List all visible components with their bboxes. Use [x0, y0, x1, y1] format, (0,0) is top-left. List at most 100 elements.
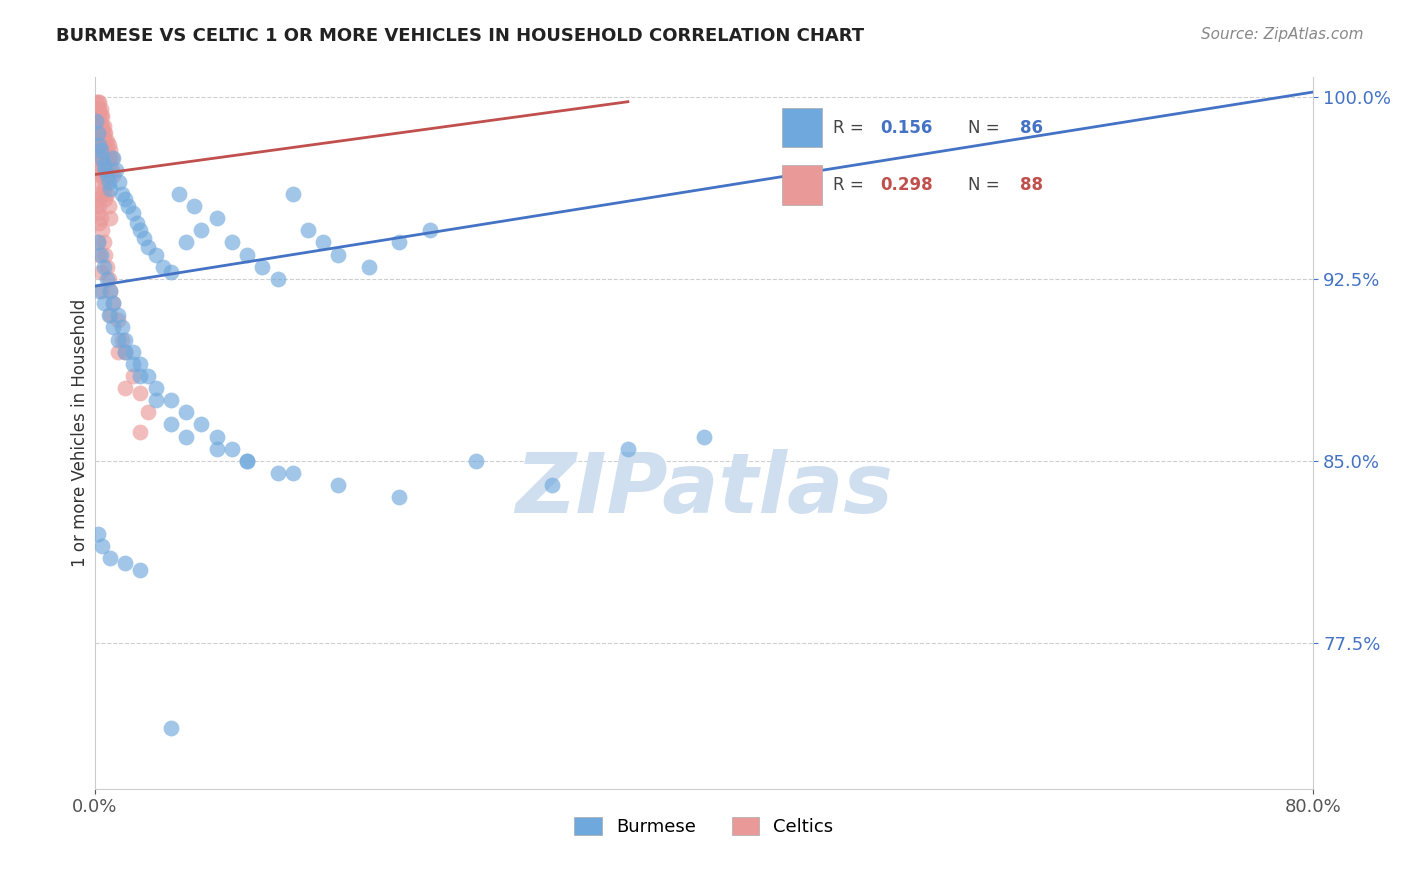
Point [87, 143, 110, 157]
Point [117, 199, 139, 213]
Point [101, 296, 124, 310]
Point [89, 119, 111, 133]
Point [98, 211, 121, 226]
Point [90, 109, 112, 123]
Point [236, 247, 259, 261]
Point [388, 491, 411, 505]
Point [94, 162, 117, 177]
Point [174, 235, 197, 250]
Point [297, 223, 319, 237]
Point [114, 556, 136, 570]
Point [87, 119, 110, 133]
Point [91, 284, 114, 298]
Point [236, 454, 259, 468]
Point [98, 284, 121, 298]
Point [96, 168, 118, 182]
Point [328, 478, 350, 492]
Point [464, 454, 486, 468]
Point [86, 186, 108, 201]
Point [266, 466, 288, 480]
Point [89, 216, 111, 230]
Point [89, 102, 111, 116]
Point [160, 264, 183, 278]
Point [97, 308, 120, 322]
Point [111, 186, 134, 201]
Point [328, 247, 350, 261]
Text: BURMESE VS CELTIC 1 OR MORE VEHICLES IN HOUSEHOLD CORRELATION CHART: BURMESE VS CELTIC 1 OR MORE VEHICLES IN … [56, 27, 865, 45]
Point [122, 206, 145, 220]
Point [97, 151, 120, 165]
Point [190, 417, 212, 432]
Point [90, 247, 112, 261]
Point [693, 429, 716, 443]
Point [190, 223, 212, 237]
Point [136, 405, 159, 419]
Point [145, 381, 167, 395]
Point [129, 357, 152, 371]
Point [127, 216, 149, 230]
Point [101, 320, 124, 334]
Point [91, 151, 114, 165]
Point [89, 126, 111, 140]
Point [86, 151, 108, 165]
Point [96, 260, 118, 274]
Point [91, 151, 114, 165]
Point [100, 162, 122, 177]
Point [281, 466, 304, 480]
Point [145, 393, 167, 408]
Point [205, 211, 228, 226]
Point [129, 386, 152, 401]
Point [107, 333, 129, 347]
Text: ZIPatlas: ZIPatlas [515, 450, 893, 531]
Point [160, 417, 183, 432]
Point [91, 223, 114, 237]
Point [90, 175, 112, 189]
Point [90, 102, 112, 116]
Point [122, 357, 145, 371]
Point [86, 114, 108, 128]
Point [111, 320, 134, 334]
Point [98, 551, 121, 566]
Point [98, 143, 121, 157]
Point [122, 368, 145, 383]
Point [236, 454, 259, 468]
Point [252, 260, 274, 274]
Point [86, 102, 108, 116]
Point [183, 199, 205, 213]
Legend: Burmese, Celtics: Burmese, Celtics [567, 810, 841, 844]
Point [221, 442, 243, 456]
Point [94, 175, 117, 189]
Point [86, 199, 108, 213]
Point [91, 186, 114, 201]
Point [97, 175, 120, 189]
Point [94, 134, 117, 148]
Point [93, 235, 115, 250]
Point [266, 272, 288, 286]
Point [312, 235, 335, 250]
Point [107, 344, 129, 359]
Point [357, 260, 380, 274]
Point [89, 109, 111, 123]
Point [86, 109, 108, 123]
Point [89, 95, 111, 109]
Point [93, 134, 115, 148]
Point [98, 284, 121, 298]
Point [114, 333, 136, 347]
Point [89, 284, 111, 298]
Point [94, 126, 117, 140]
Point [108, 175, 131, 189]
Point [221, 235, 243, 250]
Point [97, 199, 120, 213]
Point [122, 344, 145, 359]
Point [90, 126, 112, 140]
Point [101, 296, 124, 310]
Point [101, 151, 124, 165]
Point [105, 162, 128, 177]
Point [90, 119, 112, 133]
Point [87, 95, 110, 109]
Point [87, 235, 110, 250]
Point [152, 260, 174, 274]
Point [93, 162, 115, 177]
Point [91, 143, 114, 157]
Point [91, 119, 114, 133]
